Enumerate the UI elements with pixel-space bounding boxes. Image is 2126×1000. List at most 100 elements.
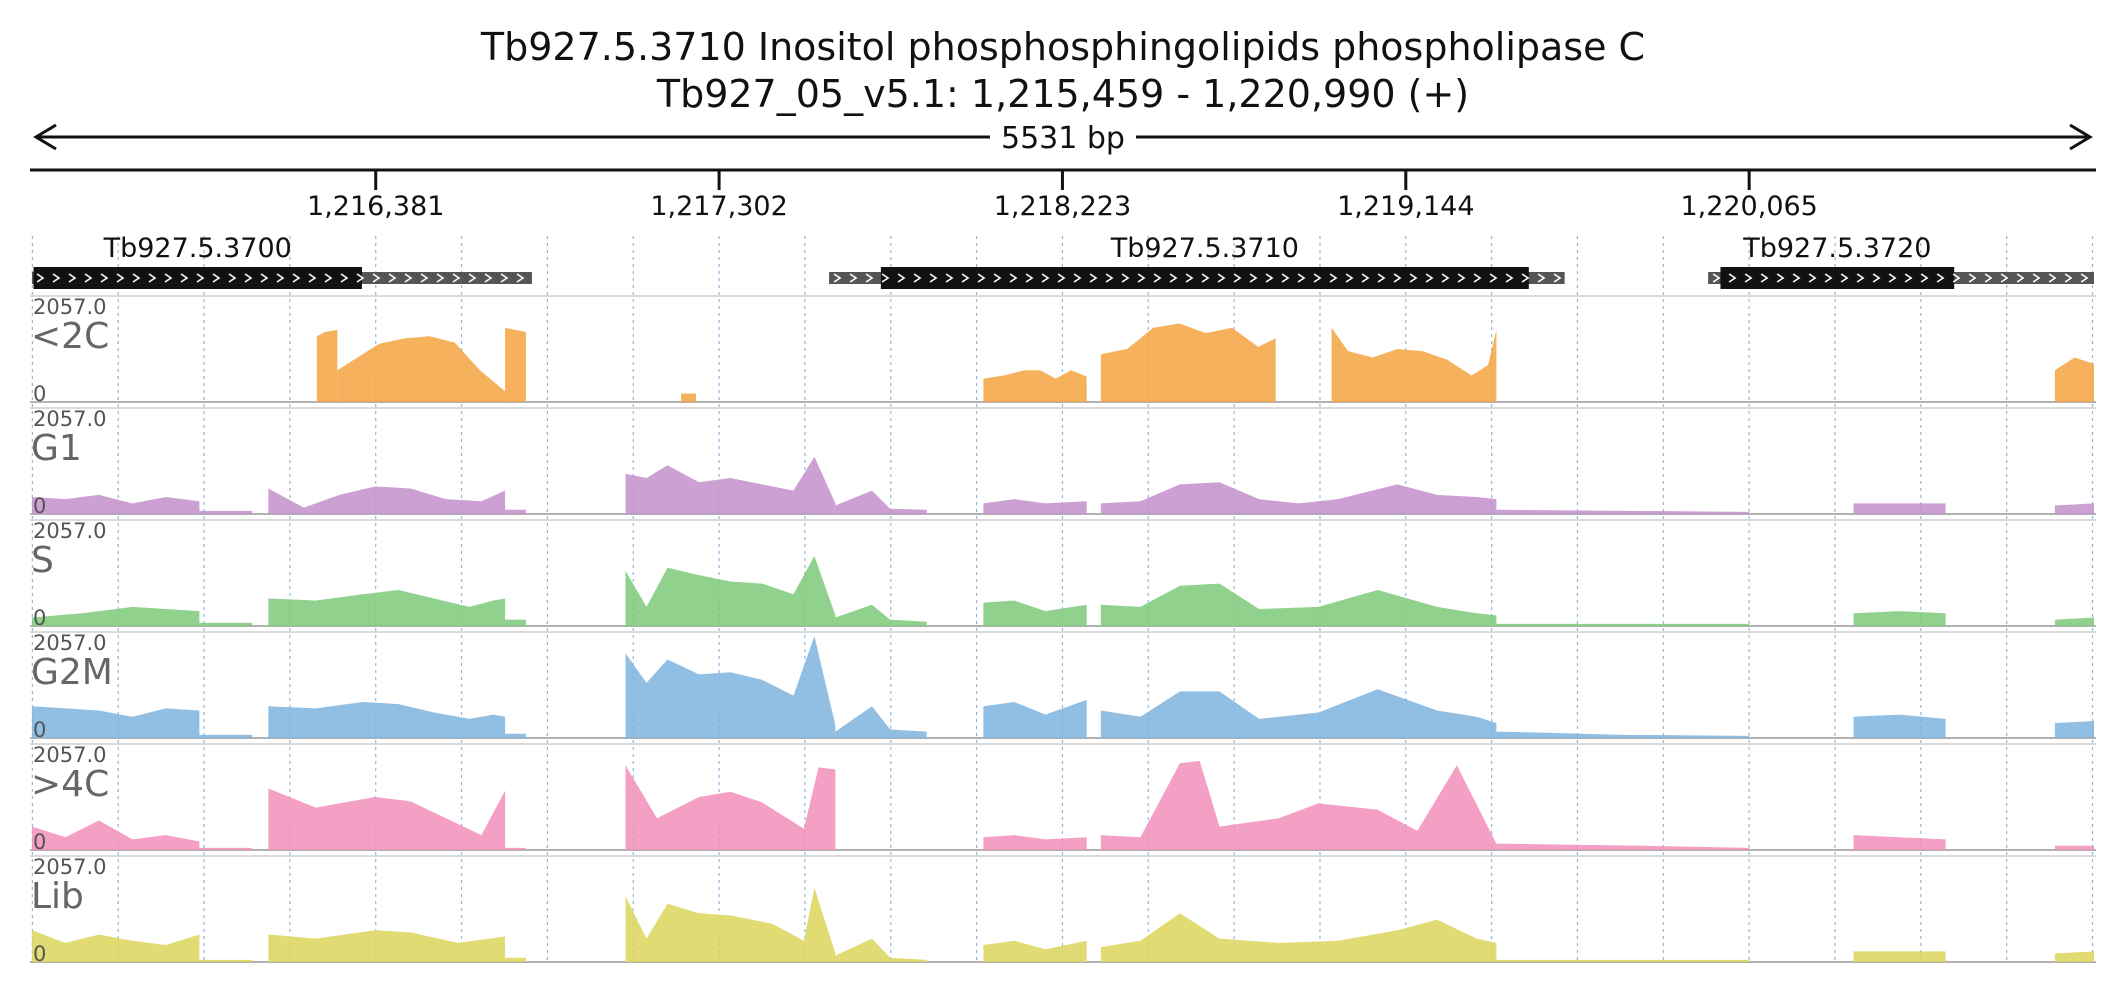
- coverage-3-segment-7: [1100, 689, 1497, 738]
- track-name-2: S: [31, 540, 54, 581]
- coverage-0-segment-1: [337, 336, 506, 402]
- track-ymin-3: 0: [33, 718, 46, 742]
- track-ymax-2: 2057.0: [33, 519, 106, 543]
- track-ymin-1: 0: [33, 494, 46, 518]
- coverage-5-segment-4: [625, 887, 836, 962]
- coverage-0-segment-4: [983, 370, 1087, 402]
- track-name-1: G1: [31, 428, 82, 469]
- span-arrow-left-icon: [33, 123, 57, 151]
- coverage-5-segment-8: [1496, 959, 1750, 962]
- coverage-0-segment-7: [2054, 357, 2094, 402]
- coverage-0-segment-3: [681, 393, 696, 402]
- coverage-0-segment-0: [316, 329, 338, 402]
- coverage-3-segment-4: [625, 636, 836, 738]
- track-ymin-2: 0: [33, 606, 46, 630]
- coverage-0-segment-2: [505, 327, 526, 402]
- track-0: 2057.0 0 <2C: [30, 295, 2096, 406]
- track-ymax-4: 2057.0: [33, 743, 106, 767]
- coverage-4-segment-7: [1496, 843, 1750, 850]
- coverage-1-segment-10: [2054, 503, 2094, 514]
- coverage-5-segment-3: [505, 957, 526, 962]
- coverage-3-segment-1: [199, 734, 253, 738]
- coverage-1-segment-4: [625, 456, 836, 514]
- coverage-3-segment-8: [1496, 731, 1750, 738]
- coverage-5-segment-0: [32, 930, 200, 962]
- coverage-3-segment-0: [32, 706, 200, 738]
- coverage-2-segment-9: [1853, 611, 1946, 626]
- coverage-1-segment-2: [268, 486, 506, 514]
- coverage-4-segment-2: [268, 788, 506, 850]
- coverage-1-segment-6: [983, 499, 1087, 514]
- coverage-3-segment-2: [268, 701, 506, 738]
- x-tick-label-2: 1,218,223: [994, 191, 1131, 222]
- coverage-4-segment-0: [32, 820, 200, 850]
- span-length-label: 5531 bp: [1001, 121, 1125, 156]
- track-name-0: <2C: [31, 316, 109, 357]
- coverage-2-segment-2: [268, 589, 506, 626]
- gene-cds-2: [1720, 267, 1955, 289]
- track-4: 2057.0 0 >4C: [30, 743, 2096, 854]
- coverage-1-segment-3: [505, 509, 526, 514]
- coverage-5-segment-2: [268, 930, 506, 962]
- coverage-3-segment-6: [983, 699, 1087, 738]
- track-3: 2057.0 0 G2M: [30, 631, 2096, 742]
- coverage-2-segment-3: [505, 619, 526, 626]
- track-ymin-0: 0: [33, 382, 46, 406]
- track-name-4: >4C: [31, 764, 109, 805]
- chart-title-line-1: Tb927.5.3710 Inositol phosphosphingolipi…: [480, 25, 1645, 69]
- x-tick-label-0: 1,216,381: [307, 191, 444, 222]
- coverage-3-segment-10: [2054, 721, 2094, 738]
- track-ymax-1: 2057.0: [33, 407, 106, 431]
- track-ymax-3: 2057.0: [33, 631, 106, 655]
- track-name-3: G2M: [31, 652, 113, 693]
- gene-track: Tb927.5.3700 Tb927.5.3710 Tb927.5.3720: [32, 233, 2094, 289]
- coverage-5-segment-7: [1100, 913, 1497, 962]
- coverage-2-segment-6: [983, 600, 1087, 626]
- gene-strand-arrows-1: [833, 273, 1562, 283]
- coverage-4-segment-6: [1100, 760, 1497, 850]
- coverage-4-segment-8: [1853, 835, 1946, 850]
- track-ymin-5: 0: [33, 942, 46, 966]
- gene-label-1: Tb927.5.3710: [1110, 233, 1299, 264]
- coverage-3-segment-9: [1853, 714, 1946, 738]
- gene-strand-arrows-0: [36, 273, 525, 283]
- coverage-4-segment-9: [2054, 845, 2094, 850]
- coverage-2-segment-5: [835, 604, 927, 626]
- x-tick-label-1: 1,217,302: [650, 191, 787, 222]
- coverage-5-segment-10: [2054, 951, 2094, 962]
- span-indicator: 5531 bp: [33, 118, 2093, 156]
- gene-strand-arrows-2: [1712, 273, 2089, 283]
- coverage-3-segment-5: [835, 706, 927, 738]
- coverage-2-segment-7: [1100, 583, 1497, 626]
- coverage-2-segment-0: [32, 606, 200, 626]
- x-tick-label-4: 1,220,065: [1680, 191, 1817, 222]
- chart-title-line-2: Tb927_05_v5.1: 1,215,459 - 1,220,990 (+): [656, 72, 1469, 116]
- coverage-2-segment-8: [1496, 623, 1750, 626]
- gene-cds-0: [33, 267, 362, 289]
- coverage-5-segment-6: [983, 940, 1087, 962]
- track-2: 2057.0 0 S: [30, 519, 2096, 630]
- coverage-1-segment-5: [835, 490, 927, 514]
- coverage-5-segment-5: [835, 938, 927, 962]
- gene-cds-1: [880, 267, 1529, 289]
- coverage-2-segment-4: [625, 556, 836, 626]
- coverage-0-segment-6: [1331, 327, 1497, 402]
- track-ymax-5: 2057.0: [33, 855, 106, 879]
- coverage-tracks: 2057.00<2C2057.00G12057.00S2057.00G2M205…: [30, 295, 2096, 966]
- span-arrow-right-icon: [2069, 123, 2093, 151]
- coverage-3-segment-3: [505, 733, 526, 738]
- coverage-2-segment-1: [199, 622, 253, 626]
- x-axis-ticks: 1,216,381 1,217,302 1,218,223 1,219,144 1,22…: [307, 170, 1818, 222]
- track-1: 2057.0 0 G1: [30, 407, 2096, 518]
- coverage-2-segment-10: [2054, 617, 2094, 626]
- coverage-4-segment-4: [625, 765, 836, 850]
- track-ymin-4: 0: [33, 830, 46, 854]
- track-name-5: Lib: [31, 876, 84, 917]
- gene-label-2: Tb927.5.3720: [1742, 233, 1931, 264]
- coverage-4-segment-1: [199, 847, 253, 850]
- coverage-4-segment-5: [983, 835, 1087, 850]
- span-label-bg: [990, 118, 1136, 156]
- coverage-1-segment-7: [1100, 482, 1497, 514]
- coverage-4-segment-3: [505, 847, 526, 850]
